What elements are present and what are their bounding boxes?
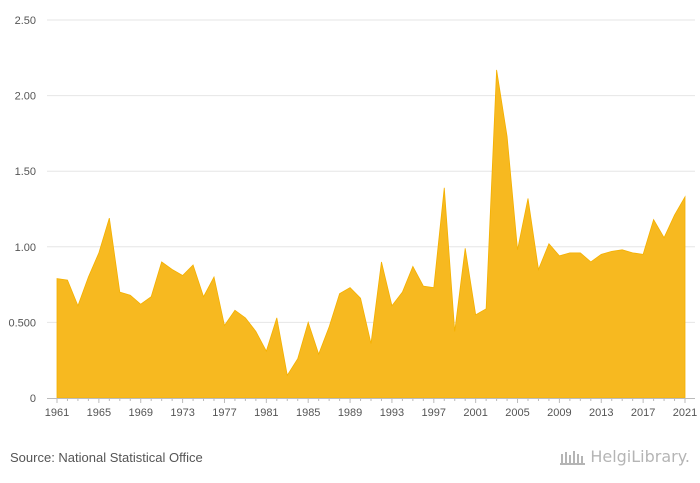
x-tick-label: 1997 — [422, 407, 446, 419]
x-tick-label: 1961 — [45, 407, 69, 419]
x-tick-label: 1993 — [380, 407, 404, 419]
area-series — [56, 69, 686, 399]
x-axis: 1961 1965 1969 1973 1977 1981 1985 1989 1993 1997… — [45, 398, 697, 419]
y-tick-label: 1.00 — [15, 242, 36, 254]
x-tick-label: 2001 — [463, 407, 487, 419]
y-tick-label: 0.500 — [8, 317, 36, 329]
helgilibrary-logo[interactable]: Helgi Library. — [560, 447, 690, 466]
brand-name-library: Library. — [631, 447, 690, 466]
y-tick-label: 1.50 — [15, 166, 36, 178]
y-tick-label: 0 — [30, 393, 36, 405]
brand-name-helgi: Helgi — [590, 447, 632, 466]
x-tick-label: 1985 — [296, 407, 320, 419]
x-tick-label: 2021 — [673, 407, 697, 419]
x-tick-label: 1977 — [212, 407, 236, 419]
x-tick-label: 2005 — [505, 407, 529, 419]
x-tick-label: 2009 — [547, 407, 571, 419]
x-tick-label: 1989 — [338, 407, 362, 419]
x-tick-label: 1965 — [87, 407, 111, 419]
area-chart: 1961 1965 1969 1973 1977 1981 1985 1989 1993 1997… — [8, 15, 697, 419]
x-tick-label: 2013 — [589, 407, 613, 419]
x-tick-label: 1973 — [170, 407, 194, 419]
y-tick-label: 2.00 — [15, 91, 36, 103]
x-tick-label: 1981 — [254, 407, 278, 419]
source-note: Source: National Statistical Office — [10, 450, 203, 465]
library-icon — [560, 450, 586, 465]
area-fill — [56, 69, 686, 399]
x-tick-label: 2017 — [631, 407, 655, 419]
y-axis: 0 0.500 1.00 1.50 2.00 2.50 — [8, 15, 36, 405]
x-tick-label: 1969 — [128, 407, 152, 419]
y-tick-label: 2.50 — [15, 15, 36, 27]
